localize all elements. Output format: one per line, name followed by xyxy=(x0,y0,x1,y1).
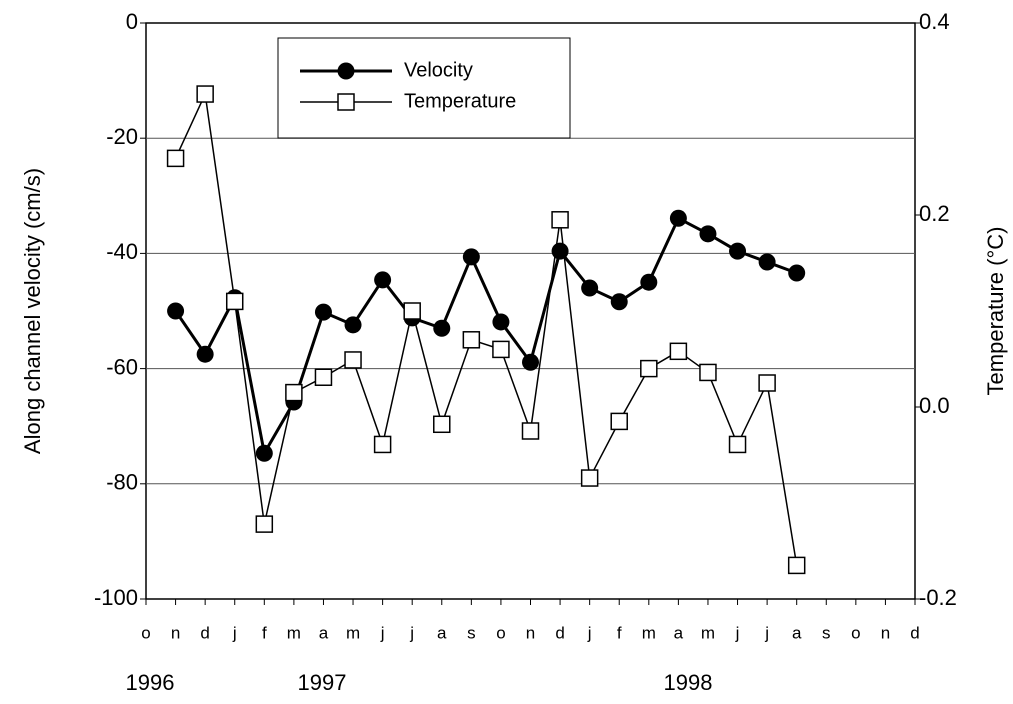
x-tick-label: a xyxy=(792,623,802,642)
data-point xyxy=(758,253,776,271)
x-tick-label: o xyxy=(851,623,860,642)
data-point xyxy=(433,319,451,337)
x-tick-label: j xyxy=(232,623,237,642)
x-tick-label: j xyxy=(587,623,592,642)
x-tick-label: o xyxy=(496,623,505,642)
x-tick-label: s xyxy=(467,623,476,642)
year-label: 1997 xyxy=(298,670,347,695)
x-tick-label: j xyxy=(764,623,769,642)
data-point xyxy=(403,302,421,320)
data-point xyxy=(255,515,274,533)
data-point xyxy=(699,363,717,382)
data-point xyxy=(255,444,273,462)
x-tick-label: s xyxy=(822,623,831,642)
x-tick-label: f xyxy=(617,623,622,642)
data-point xyxy=(787,556,806,575)
data-point xyxy=(610,412,628,431)
y2-tick-label: 0.4 xyxy=(919,9,950,34)
x-tick-label: n xyxy=(881,623,890,642)
data-point xyxy=(669,342,688,361)
y-tick-label: -60 xyxy=(106,354,138,379)
data-point xyxy=(788,264,806,282)
x-tick-label: f xyxy=(262,623,267,642)
x-tick-label: m xyxy=(642,623,656,642)
y-tick-label: -40 xyxy=(106,239,138,264)
data-point xyxy=(374,271,392,289)
y-tick-label: -80 xyxy=(106,470,138,495)
x-tick-label: a xyxy=(319,623,329,642)
data-point xyxy=(669,209,687,227)
data-point xyxy=(433,415,451,434)
data-point xyxy=(580,469,599,487)
y-tick-label: 0 xyxy=(126,9,138,34)
x-tick-label: m xyxy=(701,623,715,642)
data-point xyxy=(314,303,332,321)
series-line xyxy=(174,216,798,458)
x-tick-label: o xyxy=(141,623,150,642)
legend-box xyxy=(277,37,571,139)
data-point xyxy=(462,248,480,266)
data-point xyxy=(196,85,214,103)
data-point xyxy=(225,292,244,311)
data-point xyxy=(492,340,510,359)
y-axis-title: Along channel velocity (cm/s) xyxy=(20,168,45,454)
data-point xyxy=(314,368,333,386)
x-tick-label: j xyxy=(380,623,385,642)
data-point xyxy=(758,374,776,392)
data-point xyxy=(196,345,214,363)
x-tick-label: n xyxy=(171,623,180,642)
data-point xyxy=(610,293,628,311)
data-point xyxy=(492,313,510,331)
y-tick-label: -20 xyxy=(106,124,138,149)
x-tick-label: d xyxy=(200,623,209,642)
x-tick-label: a xyxy=(674,623,684,642)
data-point xyxy=(699,225,717,243)
x-tick-label: a xyxy=(437,623,447,642)
series-line xyxy=(174,91,798,566)
x-tick-label: j xyxy=(735,623,740,642)
data-point xyxy=(640,359,658,378)
data-point xyxy=(521,422,540,440)
data-point xyxy=(551,242,569,260)
y2-tick-label: -0.2 xyxy=(919,585,957,610)
x-tick-label: m xyxy=(287,623,301,642)
y2-tick-label: 0.0 xyxy=(919,393,950,418)
y2-axis-title: Temperature (°C) xyxy=(983,227,1008,396)
legend-marker xyxy=(337,93,355,111)
data-point xyxy=(728,435,747,454)
data-point xyxy=(729,242,747,260)
data-point xyxy=(373,435,392,454)
data-point xyxy=(344,351,362,369)
x-tick-label: j xyxy=(409,623,414,642)
year-label: 1996 xyxy=(126,670,175,695)
legend-label: Velocity xyxy=(404,59,473,81)
legend-marker xyxy=(337,62,355,80)
data-point xyxy=(640,273,658,291)
legend-label: Temperature xyxy=(404,90,516,112)
y2-tick-label: 0.2 xyxy=(919,201,950,226)
data-point xyxy=(522,353,539,371)
data-point xyxy=(581,279,599,297)
y-tick-label: -100 xyxy=(94,585,138,610)
data-point xyxy=(344,316,362,334)
data-point xyxy=(551,211,569,229)
x-tick-label: d xyxy=(910,623,919,642)
data-point xyxy=(166,149,185,168)
data-point xyxy=(285,383,303,402)
data-point xyxy=(167,302,185,320)
data-point xyxy=(462,331,481,349)
year-label: 1998 xyxy=(664,670,713,695)
x-tick-label: n xyxy=(526,623,535,642)
x-tick-label: m xyxy=(346,623,360,642)
x-tick-label: d xyxy=(555,623,564,642)
